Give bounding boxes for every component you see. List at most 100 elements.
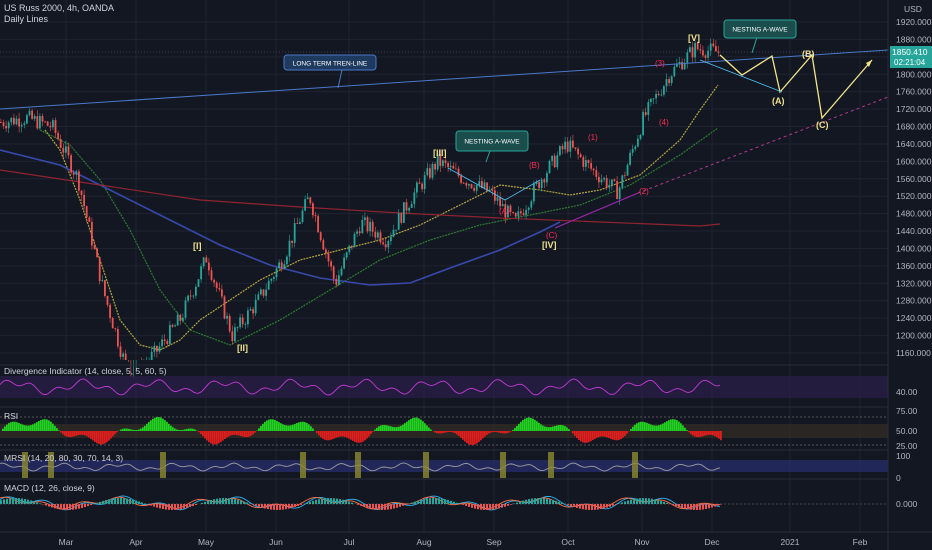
rsi-bar (344, 431, 346, 437)
rsi-bar (222, 431, 224, 441)
rsi-bar (430, 429, 432, 431)
candle (585, 155, 587, 172)
rsi-bar (206, 431, 208, 441)
candle (257, 291, 260, 301)
rsi-bar (244, 431, 246, 438)
rsi-bar (332, 431, 334, 440)
pane-title-rsi: RSI (4, 411, 18, 421)
rsi-bar (312, 428, 314, 431)
macd-bar (696, 504, 698, 510)
rsi-bar (248, 431, 250, 437)
rsi-bar (70, 431, 72, 438)
candle (642, 109, 644, 137)
rsi-bar (418, 418, 420, 431)
rsi-bar (408, 420, 410, 431)
candle (462, 181, 465, 184)
wave-minor-b: (B) (529, 161, 540, 170)
rsi-bar (530, 417, 532, 431)
candle (244, 321, 247, 330)
macd-bar (675, 504, 677, 507)
candle (416, 180, 418, 198)
candle (98, 257, 101, 285)
candle (293, 217, 296, 248)
candle (403, 202, 405, 224)
macd-bar (102, 500, 104, 504)
price-axis[interactable]: 1920.0001880.0001840.0001800.0001760.000… (896, 17, 932, 358)
price-tick: 1320.000 (896, 278, 932, 288)
rsi-bar (110, 431, 112, 439)
rsi-bar (608, 431, 610, 439)
rsi-bar (294, 423, 296, 431)
rsi-bar (386, 425, 388, 431)
rsi-bar (350, 431, 352, 440)
candle (231, 325, 234, 345)
callout-nesting-1[interactable]: NESTING A-WAVE (455, 130, 529, 152)
candle (444, 156, 447, 169)
rsi-bar (632, 426, 634, 431)
candle (124, 349, 127, 360)
rsi-bar (470, 431, 472, 445)
rsi-bar (428, 427, 430, 431)
rsi-bar (560, 424, 562, 431)
time-axis[interactable]: Mar Apr May Jun Jul Aug Sep Oct Nov Dec 2021 Feb (59, 537, 868, 547)
rsi-bar (38, 420, 40, 431)
candle (418, 178, 421, 184)
macd-bar (45, 504, 47, 506)
rsi-bar (336, 431, 338, 438)
rsi-bar (84, 431, 86, 436)
rsi-bar (412, 418, 414, 431)
rsi-bar (700, 431, 702, 437)
rsi-bar (128, 428, 130, 431)
macd-bar (27, 499, 29, 504)
callout-trendline[interactable]: LONG TERM TREN-LINE (283, 54, 377, 71)
macd-bar (126, 498, 128, 504)
rsi-bar (514, 428, 516, 431)
candle (153, 341, 156, 357)
macd-bar (204, 501, 206, 504)
candle (655, 89, 657, 105)
macd-bar (702, 504, 704, 510)
callout-nesting-2[interactable]: NESTING A-WAVE (723, 19, 797, 39)
projection-c: (C) (816, 120, 829, 130)
wave-minor-2: (2) (639, 187, 649, 196)
time-tick: 2021 (781, 537, 800, 547)
rsi-bar (638, 422, 640, 431)
rsi-bar (372, 431, 374, 432)
rsi-bar (124, 428, 126, 431)
rsi-bar (250, 431, 252, 436)
rsi-bar (528, 417, 530, 431)
candle (306, 193, 309, 200)
rsi-bar (594, 431, 596, 439)
macd-bar (516, 502, 518, 504)
candle (72, 170, 75, 179)
macd-bar (258, 504, 260, 507)
candle (36, 110, 39, 130)
candle (494, 186, 496, 205)
macd-bar (30, 500, 32, 504)
candle (582, 155, 585, 171)
candle (400, 212, 403, 225)
macd-bar (186, 504, 188, 508)
macd-bar (708, 504, 710, 509)
macd-bar (642, 498, 644, 504)
candle (572, 134, 574, 149)
candle (704, 53, 707, 64)
macd-bar (621, 502, 623, 504)
rsi-bar (516, 425, 518, 431)
pane-titles: Divergence Indicator (14, close, 5, 5, 6… (4, 366, 167, 493)
rsi-bar (68, 431, 70, 438)
macd-bar (531, 498, 533, 504)
candle (657, 90, 660, 97)
candle (434, 162, 436, 176)
candle (317, 213, 319, 233)
candle (455, 162, 457, 170)
rsi-bar (16, 422, 18, 431)
rsi-bar (224, 431, 226, 440)
rsi-bar (202, 431, 204, 437)
candle (535, 179, 538, 186)
macd-bar (471, 504, 473, 508)
rsi-bar (546, 427, 548, 431)
macd-bar (114, 498, 116, 504)
rsi-bar (178, 429, 180, 431)
